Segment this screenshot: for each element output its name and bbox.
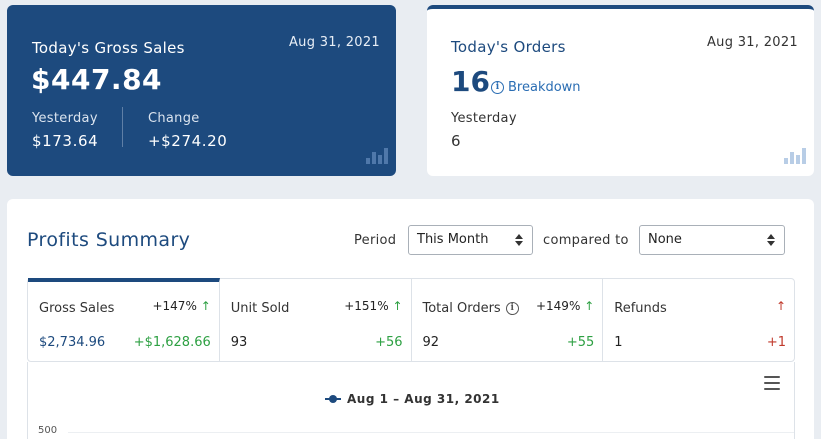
profits-chart: Aug 1 – Aug 31, 2021 500 (27, 362, 795, 439)
period-select-value: This Month (417, 232, 489, 247)
bar-chart-icon (366, 146, 388, 164)
metric-diff: +55 (566, 335, 595, 350)
metric-name: Gross Sales (39, 301, 115, 316)
orders-yesterday-value: 6 (451, 132, 462, 150)
metric-value: 92 (422, 335, 440, 350)
compared-to-select-value: None (648, 232, 682, 247)
info-icon: i (491, 81, 504, 94)
metric-change: +149% ↑ (535, 299, 595, 313)
select-caret-icon (767, 234, 775, 246)
profits-summary-panel: Profits Summary Period This Month compar… (7, 199, 814, 439)
period-label: Period (354, 233, 397, 248)
chart-grid-line (68, 432, 794, 433)
arrow-up-icon: ↑ (392, 299, 403, 313)
metric-change: ↑ (776, 299, 786, 313)
compared-to-label: compared to (543, 233, 629, 248)
gross-sales-date: Aug 31, 2021 (288, 35, 380, 50)
gross-sales-yesterday-value: $173.64 (32, 132, 99, 150)
card-divider (122, 107, 123, 147)
orders-value: 16 (451, 65, 490, 98)
metric-change: +147% ↑ (152, 299, 211, 313)
breakdown-label: Breakdown (508, 80, 581, 95)
metric-value: 1 (614, 335, 623, 350)
metrics-row: Gross Sales +147% ↑ $2,734.96 +$1,628.66… (27, 278, 795, 362)
metric-unit-sold[interactable]: Unit Sold +151% ↑ 93 +56 (220, 279, 412, 361)
select-caret-icon (515, 234, 523, 246)
metric-value: $2,734.96 (39, 335, 106, 350)
metric-name: Refunds (614, 301, 667, 316)
gross-sales-change-label: Change (148, 111, 200, 126)
metric-diff: +1 (766, 335, 786, 350)
orders-yesterday-label: Yesterday (451, 111, 517, 126)
arrow-up-icon: ↑ (200, 299, 211, 313)
metric-total-orders[interactable]: Total Orders i +149% ↑ 92 +55 (412, 279, 604, 361)
compared-to-select[interactable]: None (639, 225, 785, 255)
orders-title: Today's Orders (451, 38, 566, 56)
metric-diff: +$1,628.66 (133, 335, 211, 350)
metric-name: Total Orders i (423, 301, 519, 316)
breakdown-link[interactable]: i Breakdown (491, 80, 581, 95)
metric-name: Unit Sold (230, 301, 290, 316)
arrow-up-red-icon: ↑ (775, 299, 786, 313)
chart-legend[interactable]: Aug 1 – Aug 31, 2021 (325, 392, 500, 406)
legend-label: Aug 1 – Aug 31, 2021 (347, 392, 500, 406)
gross-sales-title: Today's Gross Sales (32, 39, 185, 57)
metric-gross-sales[interactable]: Gross Sales +147% ↑ $2,734.96 +$1,628.66 (28, 278, 220, 361)
y-tick-label: 500 (38, 425, 58, 436)
metric-value: 93 (230, 335, 248, 350)
gross-sales-card: Today's Gross Sales Aug 31, 2021 $447.84… (7, 5, 396, 176)
hamburger-menu-icon[interactable] (764, 376, 780, 390)
orders-card: Today's Orders Aug 31, 2021 16 i Breakdo… (427, 5, 814, 176)
metric-refunds[interactable]: Refunds ↑ 1 +1 (603, 279, 794, 361)
profits-summary-title: Profits Summary (27, 229, 191, 251)
gross-sales-value: $447.84 (31, 63, 163, 96)
metric-change: +151% ↑ (344, 299, 403, 313)
legend-marker-icon (325, 395, 341, 403)
period-select[interactable]: This Month (408, 225, 533, 255)
gross-sales-yesterday-label: Yesterday (32, 111, 98, 126)
info-icon[interactable]: i (505, 302, 519, 315)
metric-diff: +56 (375, 335, 403, 350)
orders-date: Aug 31, 2021 (706, 35, 798, 50)
gross-sales-change-value: +$274.20 (148, 132, 228, 150)
bar-chart-icon (784, 146, 806, 164)
arrow-up-icon: ↑ (584, 299, 595, 313)
